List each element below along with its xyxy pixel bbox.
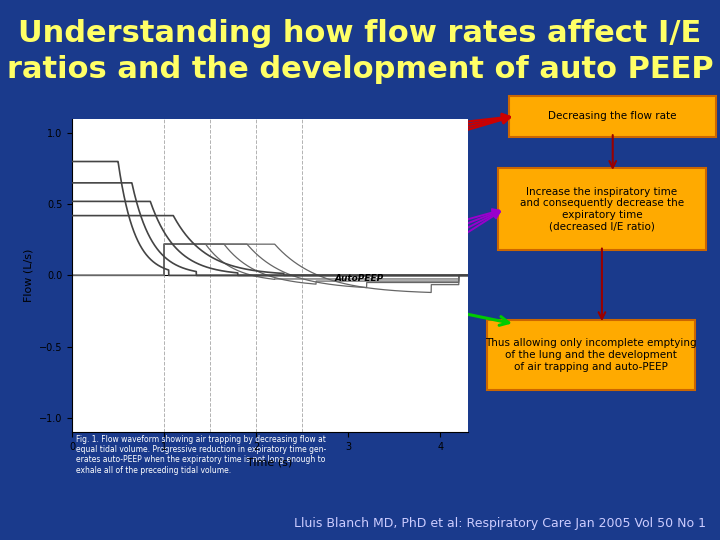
Text: Fig. 1. Flow waveform showing air trapping by decreasing flow at
equal tidal vol: Fig. 1. Flow waveform showing air trappi… xyxy=(76,435,326,475)
Text: Understanding how flow rates affect I/E
ratios and the development of auto PEEP: Understanding how flow rates affect I/E … xyxy=(6,19,714,84)
X-axis label: Time (s): Time (s) xyxy=(248,457,292,467)
Y-axis label: Flow (L/s): Flow (L/s) xyxy=(23,249,33,302)
Text: Lluis Blanch MD, PhD et al: Respiratory Care Jan 2005 Vol 50 No 1: Lluis Blanch MD, PhD et al: Respiratory … xyxy=(294,517,706,530)
Text: Increase the inspiratory time
and consequently decrease the
expiratory time
(dec: Increase the inspiratory time and conseq… xyxy=(520,187,684,232)
Text: Thus allowing only incomplete emptying
of the lung and the development
of air tr: Thus allowing only incomplete emptying o… xyxy=(485,339,697,372)
Text: Decreasing the flow rate: Decreasing the flow rate xyxy=(549,111,677,121)
FancyBboxPatch shape xyxy=(509,96,716,137)
FancyBboxPatch shape xyxy=(487,320,695,390)
FancyBboxPatch shape xyxy=(498,168,706,250)
Text: AutoPEEP: AutoPEEP xyxy=(335,274,384,283)
